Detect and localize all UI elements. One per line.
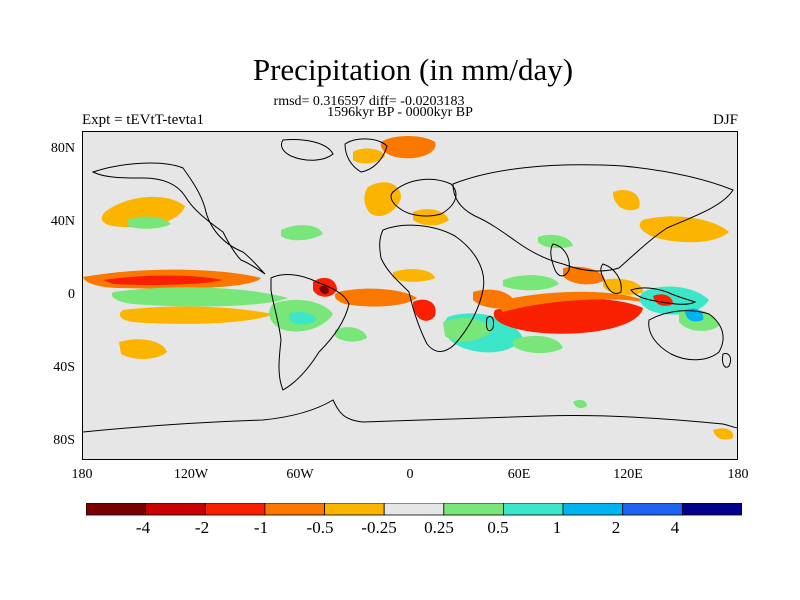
lon-tick-120e: 120E bbox=[613, 467, 643, 482]
new-zealand-coastline bbox=[722, 353, 732, 368]
lat-tick-40n: 40N bbox=[50, 214, 75, 229]
anomaly-patches bbox=[83, 136, 734, 440]
mediterranean-dry-patch bbox=[413, 209, 449, 226]
west-pacific-dry-patch bbox=[603, 278, 643, 295]
south-america-dry-band bbox=[334, 288, 417, 307]
asia-wet-patch bbox=[538, 234, 573, 249]
colorbar-label: -2 bbox=[194, 518, 210, 537]
southern-africa-wet-halo bbox=[443, 317, 493, 342]
central-africa-dry-patch bbox=[413, 299, 436, 321]
colorbar-label: 2 bbox=[611, 518, 621, 537]
lon-tick-180e: 180 bbox=[727, 467, 749, 482]
colorbar-box bbox=[204, 502, 266, 516]
atlantic-dry-patch bbox=[393, 269, 435, 282]
north-atlantic-wet-patch bbox=[281, 225, 323, 241]
amazon-core-patch bbox=[319, 285, 329, 295]
maritime-continent-wet-patch bbox=[639, 286, 709, 315]
colorbar-label: -0.25 bbox=[361, 518, 397, 537]
lon-tick-180w: 180 bbox=[71, 467, 93, 482]
lat-tick-40s: 40S bbox=[53, 360, 75, 375]
indian-ocean-dry-halo bbox=[493, 291, 653, 312]
south-indian-wet-patch bbox=[513, 335, 563, 354]
period-line: 1596kyr BP - 0000kyr BP bbox=[327, 105, 473, 120]
australia-coastline bbox=[648, 310, 724, 361]
colorbar bbox=[85, 502, 743, 522]
colorbar-box bbox=[443, 502, 504, 516]
canadian-arctic-coastline bbox=[280, 139, 334, 161]
north-pacific-wet-patch bbox=[127, 216, 171, 229]
colorbar-box bbox=[264, 502, 325, 516]
coastlines bbox=[83, 138, 737, 433]
lon-tick-60w: 60W bbox=[286, 467, 314, 482]
lon-tick-0: 0 bbox=[406, 467, 414, 482]
colorbar-box bbox=[85, 502, 147, 516]
colorbar-label: 0.5 bbox=[487, 518, 509, 537]
north-pacific-east-dry-patch bbox=[639, 216, 729, 243]
greenland-coastline bbox=[344, 138, 388, 173]
south-america-coastline bbox=[270, 274, 350, 391]
south-pacific-dry-band bbox=[119, 306, 273, 324]
map-title: Precipitation (in mm/day) bbox=[252, 52, 574, 87]
antarctic-dry-patch bbox=[713, 428, 734, 440]
colorbar-label: 0.25 bbox=[424, 518, 454, 537]
south-america-wet-core bbox=[289, 312, 317, 325]
colorbar-label: -1 bbox=[253, 518, 269, 537]
arctic-dry-patch bbox=[380, 136, 436, 159]
colorbar-box bbox=[383, 502, 445, 516]
lon-tick-60e: 60E bbox=[507, 467, 531, 482]
equatorial-pacific-wet-band bbox=[111, 287, 288, 307]
south-ocean-wet-patch bbox=[573, 399, 587, 409]
season-label: DJF bbox=[712, 112, 738, 128]
africa-coastline bbox=[379, 224, 485, 352]
equatorial-pacific-dry-core bbox=[103, 275, 223, 285]
colorbar-box bbox=[324, 502, 385, 516]
stats-line: rmsd= 0.316597 diff= -0.0203183 bbox=[273, 94, 465, 109]
north-america-coastline bbox=[91, 162, 266, 275]
lat-tick-80n: 80N bbox=[50, 141, 75, 156]
colorbar-box bbox=[503, 502, 564, 516]
lat-tick-80s: 80S bbox=[53, 433, 75, 448]
southeast-asia-coastline bbox=[600, 263, 622, 295]
colorbar-boxes bbox=[85, 502, 743, 516]
colorbar-box bbox=[622, 502, 683, 516]
colorbar-label: -4 bbox=[135, 518, 151, 537]
colorbar-box bbox=[681, 502, 743, 516]
colorbar-label: 1 bbox=[552, 518, 562, 537]
indonesia-coastline bbox=[630, 287, 697, 305]
south-pacific-dry-patch bbox=[119, 339, 167, 359]
japan-dry-patch bbox=[613, 189, 640, 211]
colorbar-box bbox=[145, 502, 206, 516]
europe-coastline bbox=[390, 178, 457, 217]
colorbar-label: -0.5 bbox=[306, 518, 334, 537]
india-coastline bbox=[550, 243, 570, 277]
indian-ocean-dry-band bbox=[493, 298, 643, 334]
antarctica-coastline bbox=[83, 399, 737, 433]
north-atlantic-dry-patch bbox=[364, 182, 401, 217]
arabian-sea-wet-patch bbox=[503, 275, 559, 291]
lon-tick-120w: 120W bbox=[173, 467, 209, 482]
colorbar-label: 4 bbox=[670, 518, 680, 537]
map-panel bbox=[82, 131, 738, 460]
north-pacific-dry-patch bbox=[101, 196, 185, 228]
colorbar-box bbox=[562, 502, 624, 516]
asia-coastline bbox=[452, 164, 734, 272]
map-anomaly-field bbox=[83, 136, 737, 440]
madagascar-coastline bbox=[486, 315, 494, 332]
greenland-dry-patch bbox=[353, 148, 385, 164]
lat-tick-0: 0 bbox=[68, 287, 75, 302]
south-atlantic-wet-patch bbox=[335, 327, 367, 342]
experiment-label: Expt = tEVtT-tevta1 bbox=[82, 112, 205, 128]
